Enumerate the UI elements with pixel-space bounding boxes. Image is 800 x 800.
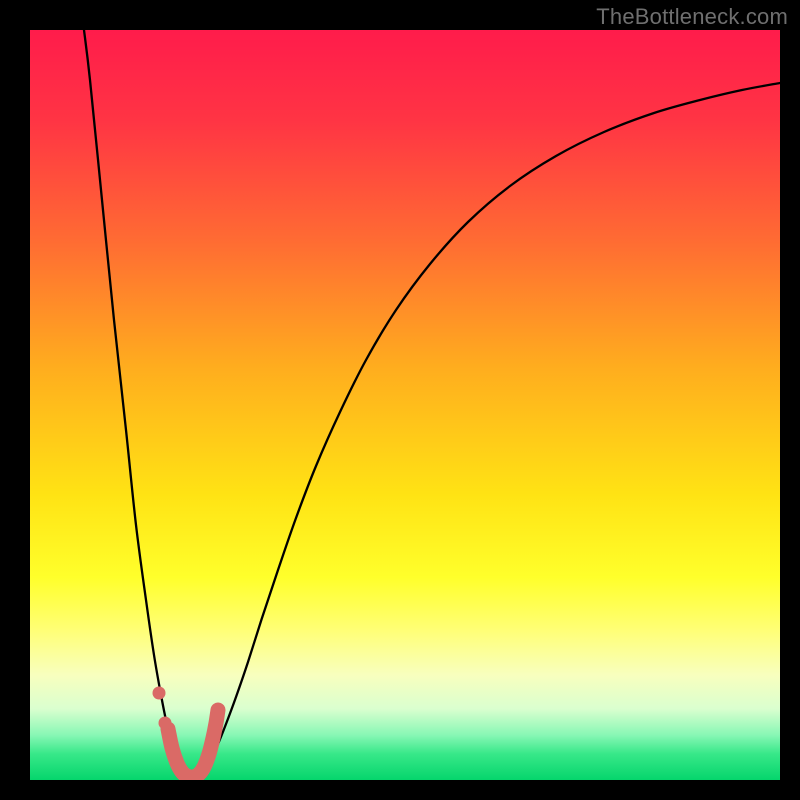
chart-svg — [30, 30, 780, 780]
chart-frame: TheBottleneck.com — [0, 0, 800, 800]
highlight-dot — [153, 687, 166, 700]
watermark-text: TheBottleneck.com — [596, 4, 788, 30]
chart-plot-area — [30, 30, 780, 780]
chart-background — [30, 30, 780, 780]
highlight-dot — [159, 717, 172, 730]
